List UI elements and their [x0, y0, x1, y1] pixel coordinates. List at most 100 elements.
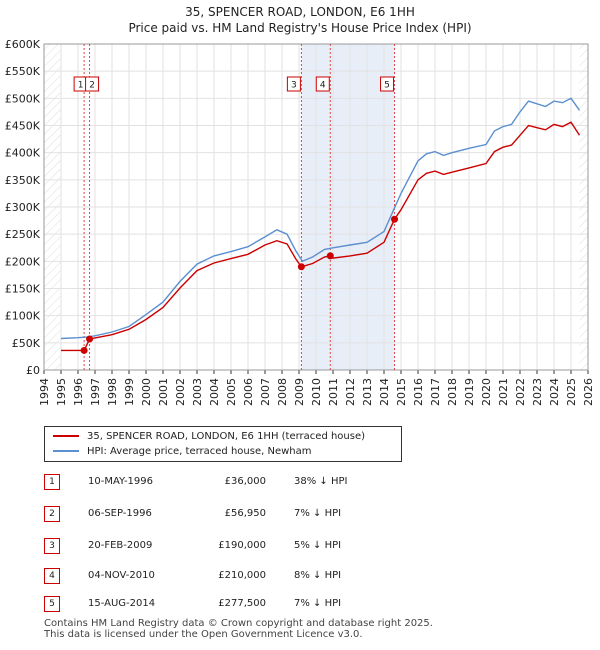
y-tick-label: £100K [5, 310, 41, 323]
x-tick-label: 1998 [106, 378, 119, 406]
x-tick-label: 1999 [123, 378, 136, 406]
sales-row: 4 04-NOV-2010 £210,000 8% ↓ HPI [44, 568, 464, 584]
sale-hpi-diff: 8% ↓ HPI [294, 570, 342, 581]
x-tick-label: 2021 [497, 378, 510, 406]
footer-copyright: Contains HM Land Registry data © Crown c… [44, 618, 433, 629]
sale-hpi-diff: 7% ↓ HPI [294, 508, 342, 519]
x-tick-label: 2000 [140, 378, 153, 406]
sale-date: 20-FEB-2009 [88, 540, 153, 551]
sale-price: £56,950 [224, 508, 266, 519]
x-tick-label: 2025 [565, 378, 578, 406]
x-tick-label: 2017 [429, 378, 442, 406]
y-tick-label: £50K [12, 337, 41, 350]
legend-entry-hpi: HPI: Average price, terraced house, Newh… [53, 445, 312, 459]
chart-title: 35, SPENCER ROAD, LONDON, E6 1HH Price p… [0, 4, 600, 36]
x-tick-label: 2005 [225, 378, 238, 406]
x-tick-label: 2018 [446, 378, 459, 406]
sales-row: 5 15-AUG-2014 £277,500 7% ↓ HPI [44, 596, 464, 612]
sales-row: 1 10-MAY-1996 £36,000 38% ↓ HPI [44, 474, 464, 490]
sales-row: 2 06-SEP-1996 £56,950 7% ↓ HPI [44, 506, 464, 522]
sale-date: 10-MAY-1996 [88, 476, 154, 487]
x-tick-label: 2023 [531, 378, 544, 406]
x-tick-label: 1995 [55, 378, 68, 406]
footer-licence: This data is licensed under the Open Gov… [44, 629, 363, 640]
y-tick-label: £300K [5, 201, 41, 214]
sale-price: £36,000 [224, 476, 266, 487]
y-tick-label: £0 [26, 364, 40, 377]
sale-marker-label: 3 [291, 81, 297, 91]
sale-number-badge: 2 [44, 506, 60, 522]
sale-number-badge: 3 [44, 538, 60, 554]
hpi-series-line [60, 97, 581, 340]
sale-point [80, 346, 88, 354]
sale-price: £190,000 [218, 540, 266, 551]
y-tick-label: £600K [5, 38, 41, 51]
legend-label-hpi: HPI: Average price, terraced house, Newh… [87, 446, 312, 457]
sale-price: £277,500 [218, 598, 266, 609]
y-tick-label: £550K [5, 65, 41, 78]
sale-point [297, 263, 305, 271]
sale-marker-box [286, 76, 301, 92]
sale-marker-label: 4 [320, 81, 326, 91]
y-tick-label: £350K [5, 174, 41, 187]
x-tick-label: 2010 [310, 378, 323, 406]
x-tick-label: 2016 [412, 378, 425, 406]
sale-point [326, 252, 334, 260]
sale-marker-label: 1 [78, 81, 84, 91]
x-tick-label: 2004 [208, 378, 221, 406]
x-tick-label: 2022 [514, 378, 527, 406]
x-tick-label: 1997 [89, 378, 102, 406]
x-tick-label: 2003 [191, 378, 204, 406]
chart-plot: £0 £50K £100K £150K £200K £250K £300K £350K £400… [5, 38, 595, 406]
sale-number-badge: 1 [44, 474, 60, 490]
x-tick-label: 2007 [259, 378, 272, 406]
legend-swatch-red [53, 435, 79, 437]
sale-marker-box [85, 76, 100, 92]
y-tick-label: £150K [5, 283, 41, 296]
x-tick-label: 2013 [361, 378, 374, 406]
x-tick-label: 1996 [72, 378, 85, 406]
chart-title-line-2: Price paid vs. HM Land Registry's House … [128, 21, 472, 35]
legend-entry-property: 35, SPENCER ROAD, LONDON, E6 1HH (terrac… [53, 430, 365, 444]
sale-hpi-diff: 38% ↓ HPI [294, 476, 348, 487]
sales-row: 3 20-FEB-2009 £190,000 5% ↓ HPI [44, 538, 464, 554]
x-tick-label: 2020 [480, 378, 493, 406]
sale-number-badge: 4 [44, 568, 60, 584]
property-series-line [61, 121, 581, 352]
legend-label-property: 35, SPENCER ROAD, LONDON, E6 1HH (terrac… [87, 431, 366, 442]
y-tick-label: £250K [5, 228, 41, 241]
chart-legend: 35, SPENCER ROAD, LONDON, E6 1HH (terrac… [44, 426, 402, 462]
sale-marker-label: 5 [384, 81, 390, 91]
sale-date: 04-NOV-2010 [88, 570, 155, 581]
sale-hpi-diff: 5% ↓ HPI [294, 540, 342, 551]
chart-title-line-1: 35, SPENCER ROAD, LONDON, E6 1HH [185, 5, 415, 19]
y-tick-label: £450K [5, 120, 41, 133]
y-tick-label: £200K [5, 255, 41, 268]
x-tick-label: 2006 [242, 378, 255, 406]
x-tick-label: 2024 [548, 378, 561, 406]
sale-number-badge: 5 [44, 596, 60, 612]
x-tick-label: 2014 [378, 378, 391, 406]
x-tick-label: 1994 [38, 378, 51, 406]
y-tick-label: £400K [5, 147, 41, 160]
x-tick-label: 2002 [174, 378, 187, 406]
legend-swatch-blue [53, 450, 79, 452]
x-tick-label: 2001 [157, 378, 170, 406]
x-tick-label: 2026 [582, 378, 595, 406]
sale-point [86, 335, 94, 343]
footer: Contains HM Land Registry data © Crown c… [44, 618, 433, 640]
sale-marker-label: 2 [89, 81, 95, 91]
x-tick-label: 2008 [276, 378, 289, 406]
x-tick-label: 2011 [327, 378, 340, 406]
sale-date: 15-AUG-2014 [88, 598, 156, 609]
sale-price: £210,000 [218, 570, 266, 581]
sale-point [391, 215, 399, 223]
plot-frame [43, 43, 589, 371]
sale-date: 06-SEP-1996 [88, 508, 152, 519]
x-tick-label: 2012 [344, 378, 357, 406]
sale-marker-box [315, 76, 330, 92]
sale-hpi-diff: 7% ↓ HPI [294, 598, 342, 609]
x-tick-label: 2019 [463, 378, 476, 406]
y-tick-label: £500K [5, 92, 41, 105]
x-tick-label: 2009 [293, 378, 306, 406]
